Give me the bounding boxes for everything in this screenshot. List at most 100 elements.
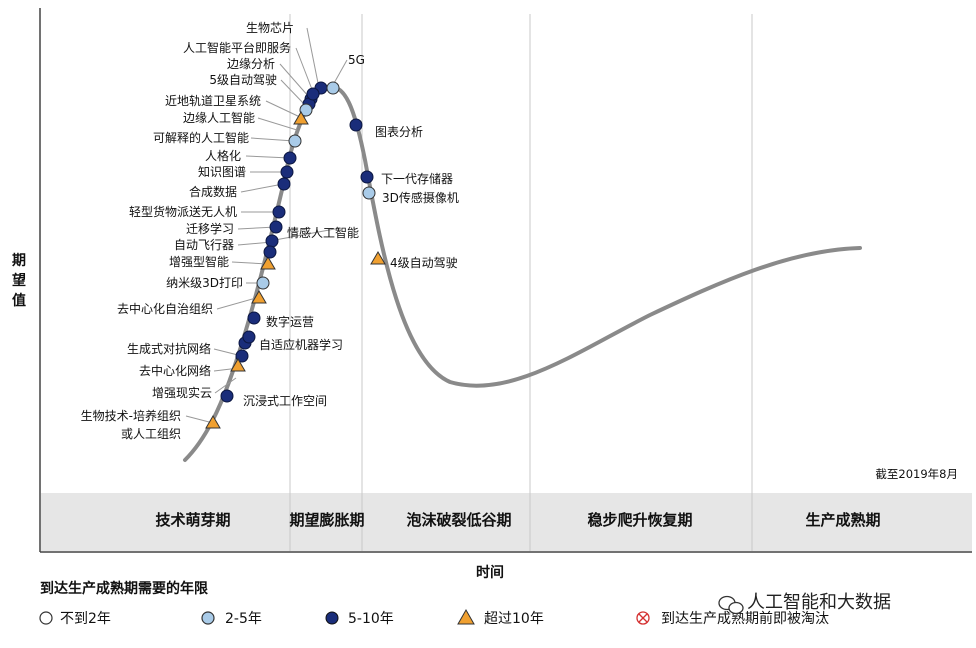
technology-label: 情感人工智能 (287, 225, 359, 240)
technology-labels: 生物芯片人工智能平台即服务边缘分析5级自动驾驶近地轨道卫星系统边缘人工智能可解释… (81, 21, 459, 441)
legend-cross-circle-icon (636, 611, 650, 625)
leader-line (231, 261, 269, 265)
technology-label: 近地轨道卫星系统 (165, 94, 261, 108)
technology-label: 边缘分析 (227, 57, 275, 71)
technology-label: 生物芯片 (246, 21, 294, 35)
technology-label: 增强现实云 (152, 385, 212, 400)
marker-triangle-icon (230, 358, 246, 372)
marker-circle-light-icon (362, 186, 376, 200)
marker-circle-dark-icon (265, 234, 279, 248)
technology-label: 生物技术-培养组织 (81, 408, 181, 423)
marker-circle-dark-icon (220, 389, 234, 403)
marker-triangle-icon (370, 251, 386, 265)
marker-circle-dark-icon (283, 151, 297, 165)
marker-circle-light-icon (299, 103, 313, 117)
phase-label-slope: 稳步爬升恢复期 (587, 511, 692, 529)
phase-label-peak: 期望膨胀期 (289, 511, 364, 529)
technology-label: 3D传感摄像机 (382, 190, 459, 205)
legend-circle-light-icon (201, 611, 215, 625)
technology-label: 下一代存储器 (381, 171, 453, 186)
technology-label: 轻型货物派送无人机 (129, 204, 237, 219)
technology-label: 数字运营 (266, 314, 314, 329)
legend-label: 超过10年 (484, 611, 544, 627)
leader-line (265, 100, 303, 119)
technology-label: 4级自动驾驶 (390, 255, 458, 270)
technology-markers (205, 81, 386, 429)
x-axis-label: 时间 (476, 564, 504, 581)
y-axis-label-char: 望 (12, 272, 26, 289)
technology-label: 图表分析 (375, 125, 423, 139)
technology-label: 或人工组织 (121, 427, 181, 441)
marker-circle-dark-icon (306, 87, 320, 101)
leader-line (295, 47, 314, 93)
technology-label: 纳米级3D打印 (166, 276, 243, 290)
leader-line (216, 297, 257, 310)
marker-circle-dark-icon (247, 311, 261, 325)
leader-line (332, 59, 348, 86)
leader-line (306, 27, 320, 89)
technology-label: 去中心化自治组织 (117, 301, 213, 316)
watermark-text: 人工智能和大数据 (747, 592, 891, 613)
legend: 不到2年 2-5年 5-10年 超过10年 到达生产成熟期前即被淘汰 (39, 608, 829, 627)
marker-triangle-icon (293, 111, 309, 125)
marker-circle-dark-icon (272, 205, 286, 219)
hype-curve (183, 84, 862, 462)
technology-label: 边缘人工智能 (183, 110, 255, 125)
marker-circle-dark-icon (235, 349, 249, 363)
leader-line (245, 155, 291, 159)
phase-label-plateau: 生产成熟期 (805, 511, 880, 529)
technology-label: 5G (348, 53, 365, 67)
technology-label: 5级自动驾驶 (209, 72, 277, 87)
leader-line (280, 79, 307, 107)
technology-label: 人格化 (205, 148, 241, 163)
technology-label: 生成式对抗网络 (127, 341, 211, 356)
technology-label: 去中心化网络 (139, 363, 211, 378)
legend-label: 到达生产成熟期前即被淘汰 (661, 610, 829, 627)
marker-circle-dark-icon (349, 118, 363, 132)
technology-label: 可解释的人工智能 (153, 130, 249, 145)
marker-triangle-icon (260, 256, 276, 270)
leader-line (257, 117, 298, 131)
legend-label: 5-10年 (348, 611, 394, 627)
legend-label: 不到2年 (60, 611, 111, 627)
date-note: 截至2019年8月 (875, 467, 958, 481)
leader-line (250, 137, 295, 142)
legend-triangle-icon (457, 608, 475, 625)
phase-band (41, 493, 972, 551)
marker-circle-dark-icon (360, 170, 374, 184)
marker-triangle-icon (205, 415, 221, 429)
marker-circle-dark-icon (242, 330, 256, 344)
technology-label: 自动飞行器 (174, 238, 234, 252)
watermark: 人工智能和大数据 (718, 592, 891, 615)
marker-circle-light-icon (326, 81, 340, 95)
leader-line (214, 377, 237, 394)
marker-circle-dark-icon (280, 165, 294, 179)
marker-circle-light-icon (288, 134, 302, 148)
technology-label: 自适应机器学习 (259, 337, 343, 352)
technology-label: 增强型智能 (169, 254, 229, 269)
technology-label: 沉浸式工作空间 (243, 394, 327, 408)
y-axis-label-char: 期 (12, 253, 26, 269)
technology-label: 迁移学习 (186, 221, 234, 236)
wechat-icon (718, 595, 744, 615)
phase-label-innovation: 技术萌芽期 (155, 511, 230, 529)
technology-label: 合成数据 (189, 184, 237, 199)
technology-label: 知识图谱 (198, 165, 246, 179)
leader-line (185, 415, 214, 424)
legend-circle-white-icon (39, 611, 53, 625)
phase-label-trough: 泡沫破裂低谷期 (406, 511, 511, 529)
leader-line (274, 227, 341, 241)
marker-circle-light-icon (256, 276, 270, 290)
legend-circle-dark-icon (325, 611, 339, 625)
marker-circle-dark-icon (277, 177, 291, 191)
marker-circle-dark-icon (269, 220, 283, 234)
leader-line (279, 63, 310, 98)
leader-line (240, 183, 284, 193)
legend-label: 2-5年 (225, 611, 262, 627)
marker-circle-dark-icon (263, 245, 277, 259)
marker-triangle-icon (251, 290, 267, 304)
legend-title: 到达生产成熟期需要的年限 (40, 580, 208, 597)
y-axis-label-char: 值 (12, 292, 26, 309)
